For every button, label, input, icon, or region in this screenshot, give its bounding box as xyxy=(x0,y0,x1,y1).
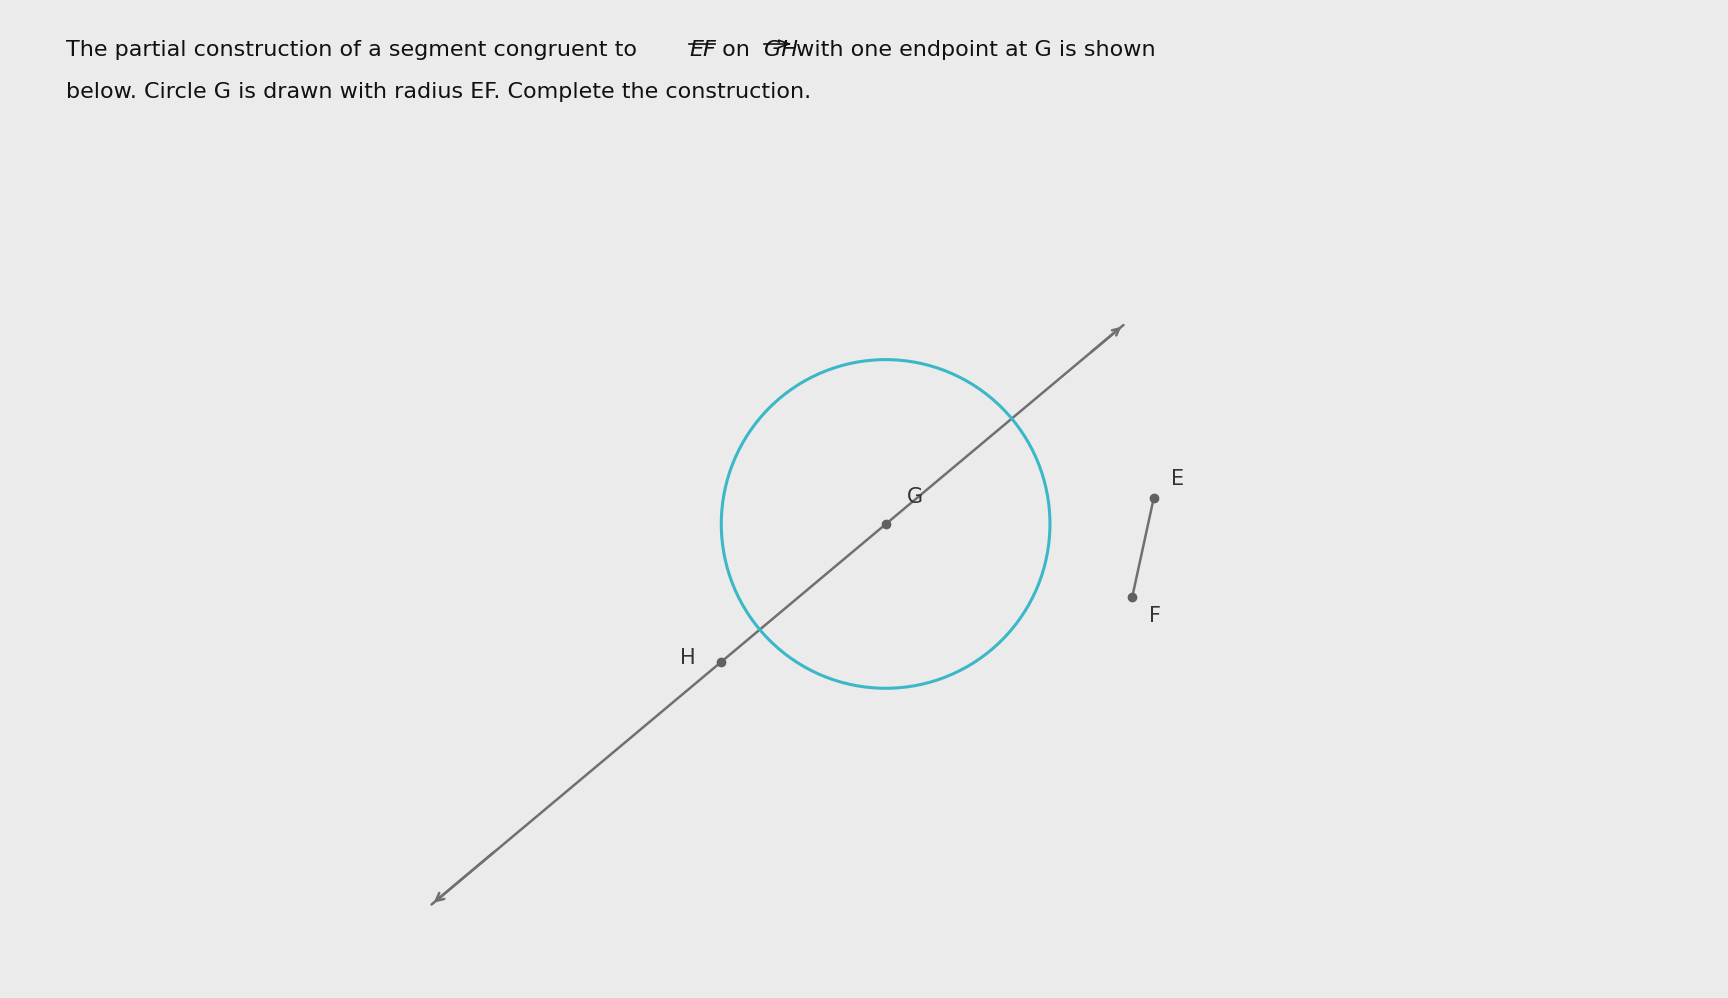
Text: GH: GH xyxy=(764,40,798,60)
Text: F: F xyxy=(1149,606,1161,626)
Text: H: H xyxy=(679,648,695,668)
Text: The partial construction of a segment congruent to: The partial construction of a segment co… xyxy=(66,40,645,60)
Text: below. Circle G is drawn with radius EF. Complete the construction.: below. Circle G is drawn with radius EF.… xyxy=(66,82,810,102)
Text: EF: EF xyxy=(689,40,715,60)
Text: E: E xyxy=(1172,469,1184,489)
Text: on: on xyxy=(715,40,757,60)
Text: with one endpoint at G is shown: with one endpoint at G is shown xyxy=(790,40,1156,60)
Text: G: G xyxy=(907,487,923,507)
